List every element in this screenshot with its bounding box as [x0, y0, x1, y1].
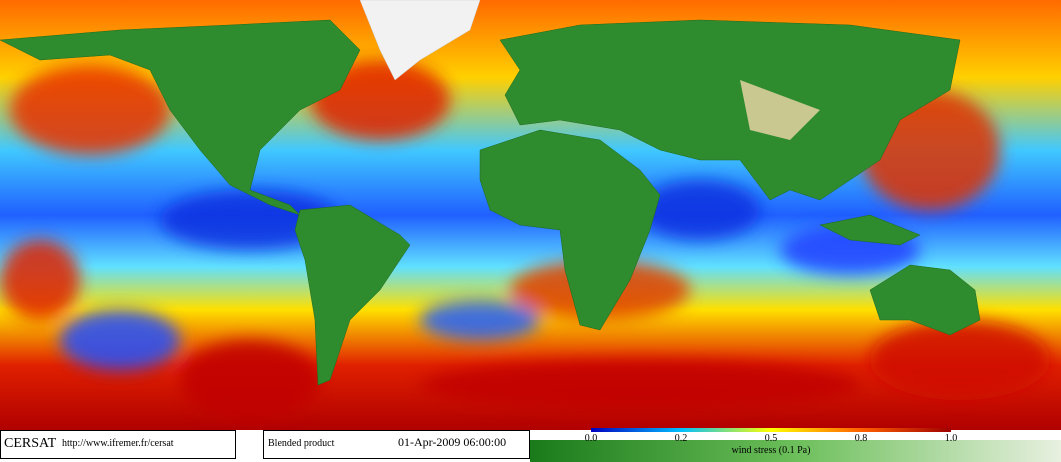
eurasia [499, 19, 961, 201]
logo-box [0, 430, 236, 459]
colorbar-label: wind stress (0.1 Pa) [732, 445, 811, 456]
north-america [0, 19, 361, 216]
tibet [740, 80, 820, 140]
datetime: 01-Apr-2009 06:00:00 [398, 435, 506, 449]
land [0, 0, 981, 386]
product-box [263, 430, 530, 459]
colorbar-tick-label: 0.8 [855, 433, 868, 444]
colorbar-tick-label: 0.0 [585, 433, 598, 444]
terrain-strip [530, 440, 1061, 462]
url: http://www.ifremer.fr/cersat [62, 438, 174, 449]
greenland [359, 0, 481, 81]
colorbar-tick-label: 1.0 [945, 433, 958, 444]
colorbar-ticks: 0.0 0.2 0.5 0.8 1.0 [585, 433, 958, 444]
footer: CERSAT http://www.ifremer.fr/cersat Blen… [0, 428, 1061, 462]
africa [479, 129, 661, 331]
logo: CERSAT [4, 436, 57, 451]
indonesia [819, 214, 921, 246]
colorbar [591, 428, 951, 432]
south-america [294, 204, 411, 386]
product: Blended product [268, 438, 335, 449]
colorbar-tick-label: 0.2 [675, 433, 688, 444]
colorbar-tick-label: 0.5 [765, 433, 778, 444]
australia [869, 264, 981, 336]
